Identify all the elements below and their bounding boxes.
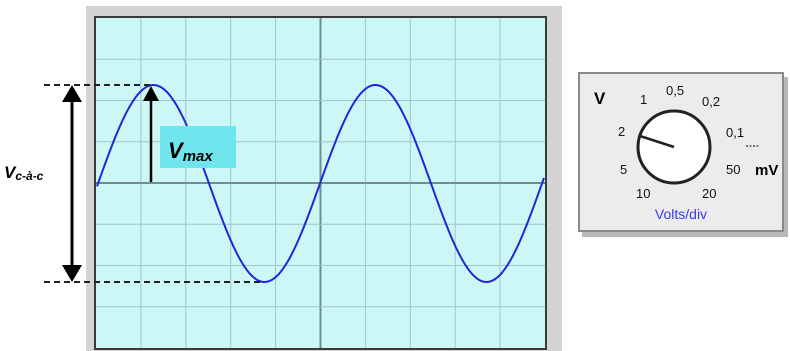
knob-scale-0-2: 0,2 bbox=[702, 94, 720, 109]
millivolt-unit-label: mV bbox=[755, 162, 778, 179]
volt-unit-label: V bbox=[594, 89, 606, 108]
vpp-arrow bbox=[62, 85, 82, 282]
knob-scale-1: 1 bbox=[640, 92, 647, 107]
knob-scale-10: 10 bbox=[636, 186, 650, 201]
volts-div-panel: V 1 0,5 0,2 0,1 50 20 10 5 2 mV Volts/di… bbox=[578, 72, 784, 232]
scope-grid bbox=[96, 18, 545, 348]
knob-scale-0-1: 0,1 bbox=[726, 125, 744, 140]
vmax-label-box bbox=[160, 126, 236, 168]
knob-scale-20: 20 bbox=[702, 186, 716, 201]
sine-wave-trace bbox=[96, 84, 545, 283]
knob-svg: V 1 0,5 0,2 0,1 50 20 10 5 2 mV Volts/di… bbox=[594, 83, 778, 222]
volts-div-title: Volts/div bbox=[655, 206, 707, 222]
vmax-label: Vmax bbox=[168, 138, 213, 165]
knob-scale-5: 5 bbox=[620, 162, 627, 177]
vpp-label: Vc-à-c bbox=[4, 163, 44, 183]
vmax-arrow bbox=[143, 86, 159, 182]
knob-scale-2: 2 bbox=[618, 124, 625, 139]
knob-pointer bbox=[639, 134, 675, 149]
knob-scale-50: 50 bbox=[726, 162, 740, 177]
knob-scale-0-5: 0,5 bbox=[666, 83, 684, 98]
